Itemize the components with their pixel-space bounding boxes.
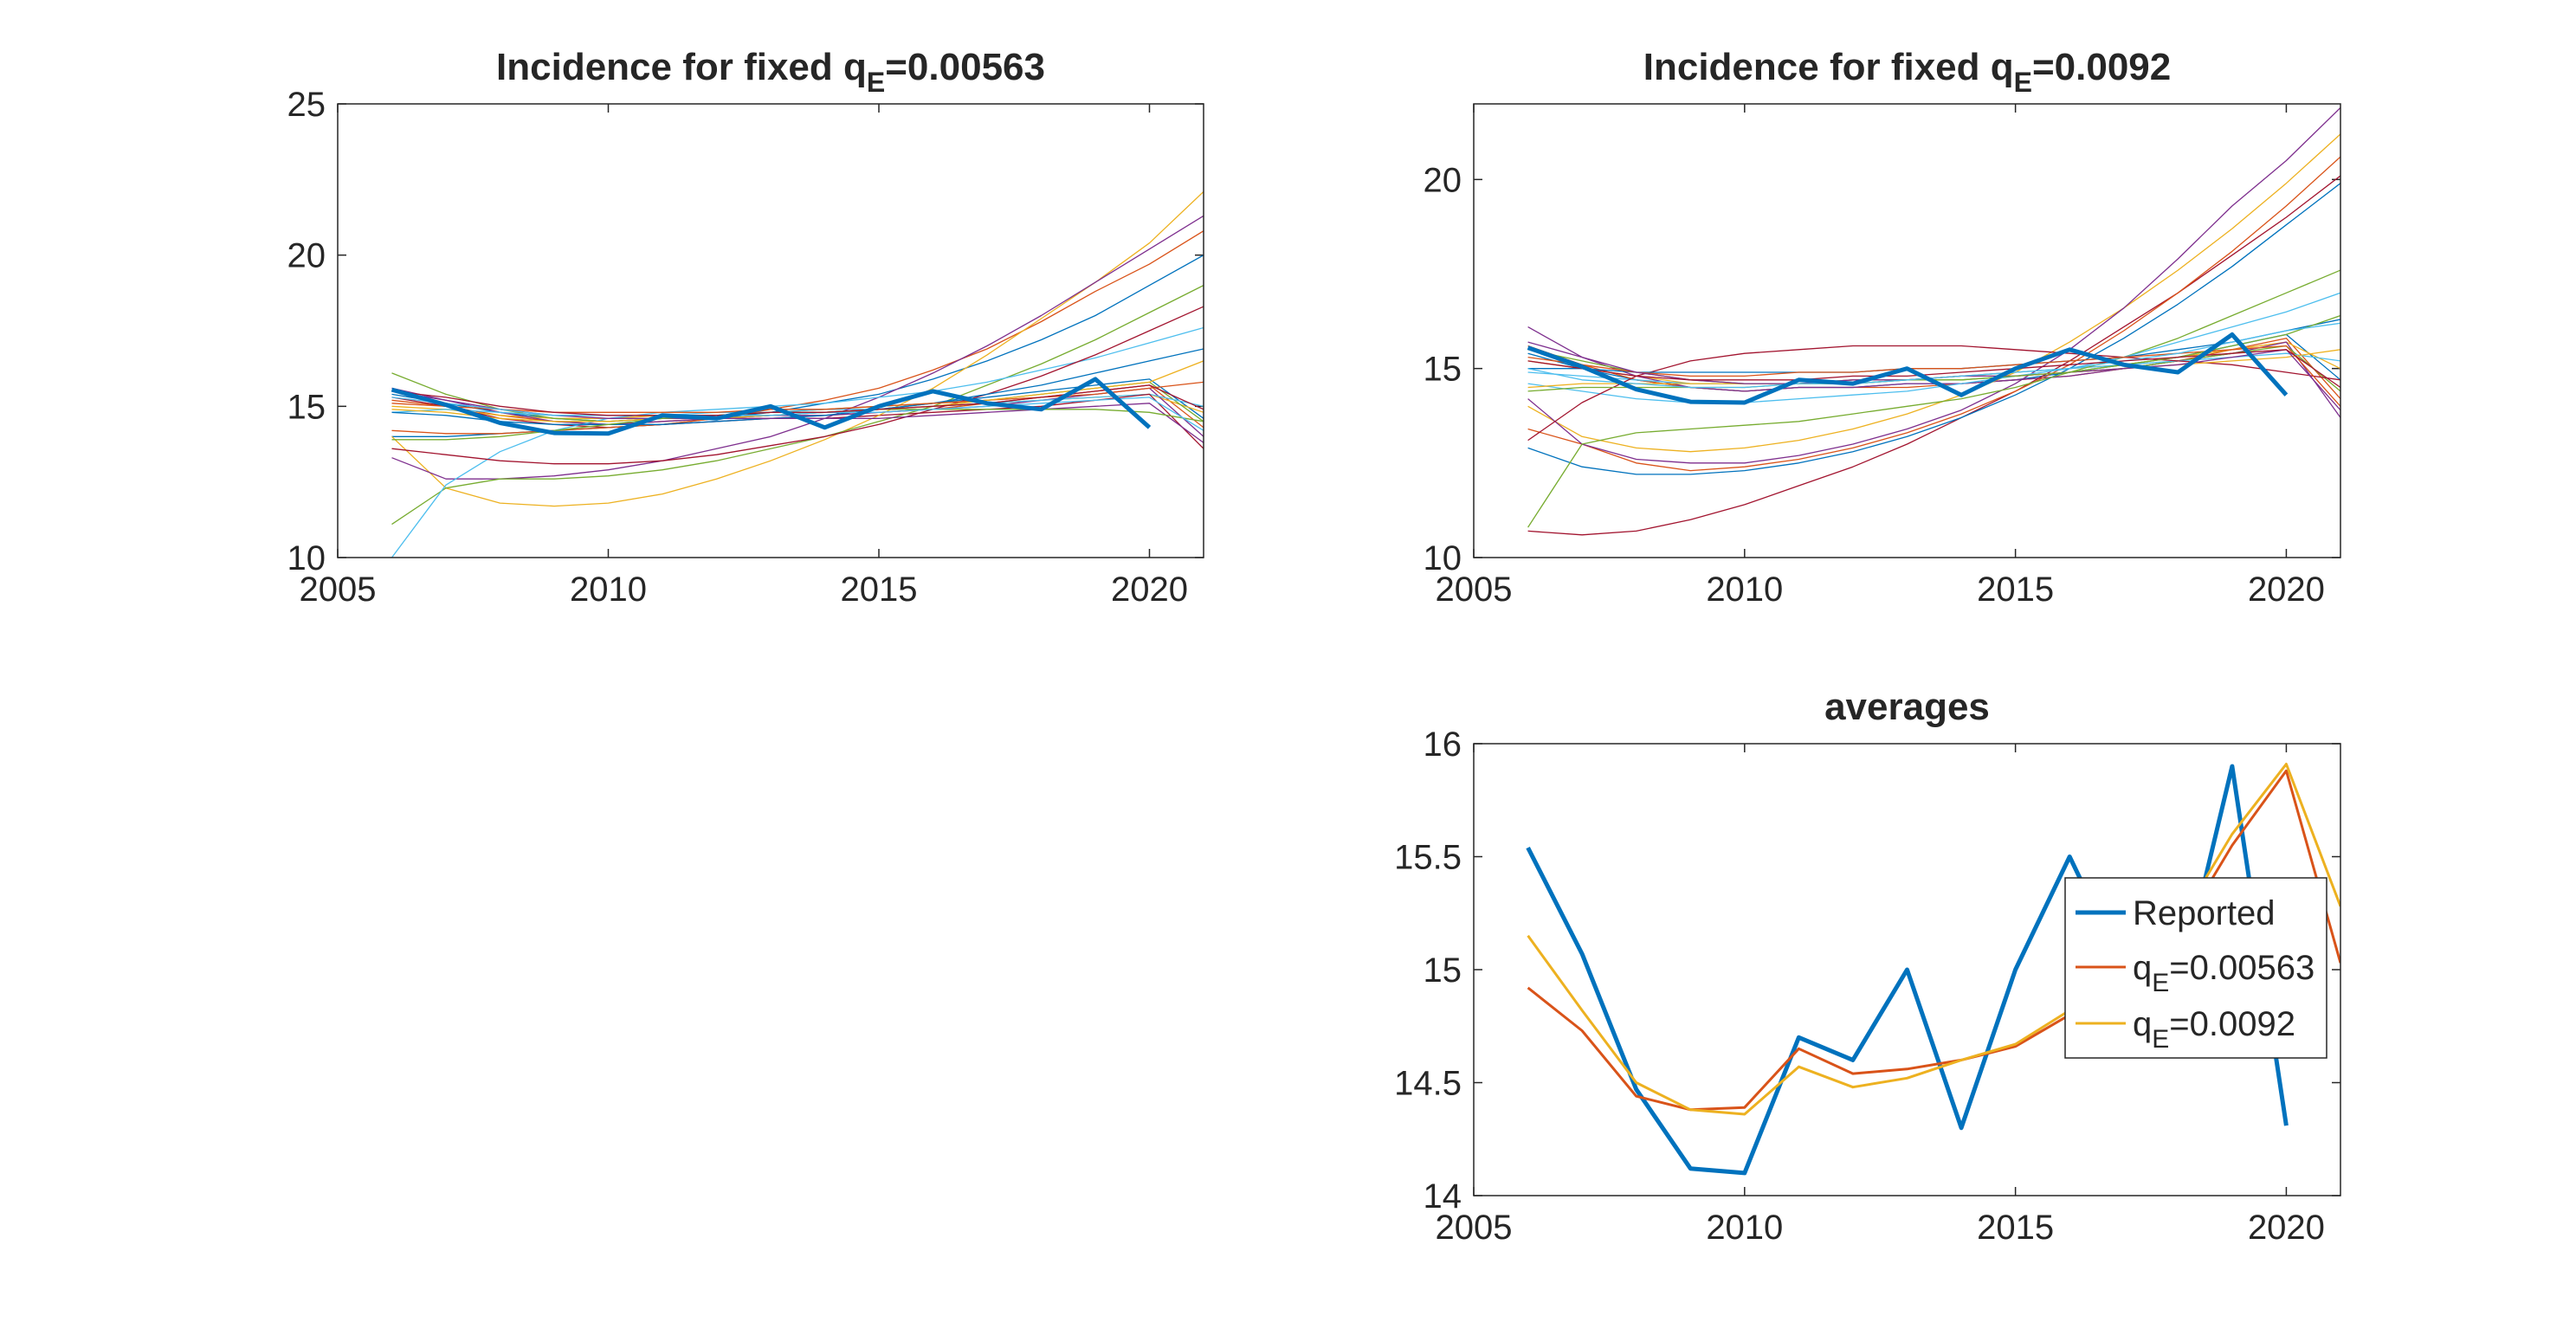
plot-area [1474,104,2340,558]
series-lines [391,190,1204,558]
x-tick-label: 2005 [1436,571,1513,609]
x-tick-label: 2005 [1436,1209,1513,1247]
y-tick-label: 15 [287,388,326,426]
y-tick-label: 16 [1424,726,1462,764]
x-tick-label: 2015 [1977,571,2054,609]
series-line [391,190,1204,507]
series-line [391,326,1204,558]
series-line [1527,106,2340,464]
x-tick-label: 2010 [570,571,647,609]
y-tick-label: 14 [1424,1177,1462,1216]
chart-title: Incidence for fixed qE=0.00563 [496,46,1045,98]
legend-label: qE=0.0092 [2133,1005,2295,1054]
x-tick-label: 2015 [1977,1209,2054,1247]
series-line [391,306,1204,465]
legend: Reported qE=0.00563 qE=0.0092 [2064,877,2327,1059]
series-line [1527,269,2340,528]
x-tick-label: 2010 [1706,571,1783,609]
x-tick-label: 2020 [2248,1209,2325,1247]
y-tick-label: 20 [1424,161,1462,199]
x-tick-label: 2020 [1111,571,1188,609]
y-tick-label: 10 [287,539,326,577]
series-line [391,397,1204,431]
series-line [391,393,1204,416]
plot-area [338,104,1204,558]
x-tick-label: 2015 [841,571,918,609]
series-line [1527,175,2340,536]
series-line [1527,183,2340,475]
chart-title: averages [1824,686,1990,728]
series-line [1527,292,2340,403]
reported-line [1527,332,2289,405]
x-tick-label: 2005 [300,571,377,609]
series-line [1527,133,2340,453]
chart-title: Incidence for fixed qE=0.0092 [1643,46,2172,98]
y-tick-label: 14.5 [1394,1065,1462,1103]
series-line [1527,156,2340,472]
legend-label: qE=0.00563 [2133,949,2315,997]
x-tick-label: 2020 [2248,571,2325,609]
axes: 2005 2010 2015 2020 10 15 20 25 [287,86,1204,609]
reported-line [391,377,1152,436]
series-lines [1527,106,2340,536]
y-tick-label: 15 [1424,351,1462,389]
plot-averages: 2005 2010 2015 2020 14 14.5 15 15.5 16 averages Re… [1394,686,2341,1247]
plot-incidence-q-0.0092: 2005 2010 2015 2020 10 15 20 Incidence for fixe… [1424,46,2341,609]
series-line [1527,322,2340,389]
axes-box [1473,743,2341,1196]
series-line [391,215,1204,480]
x-tick-label: 2010 [1706,1209,1783,1247]
axes-box [337,103,1204,558]
y-tick-label: 10 [1424,539,1462,577]
series-line [391,285,1204,526]
y-tick-label: 20 [287,237,326,275]
plot-incidence-q-0.00563: 2005 2010 2015 2020 10 15 20 25 Incidence for fi… [287,46,1204,609]
axes-box [1473,103,2341,558]
y-tick-label: 15 [1424,951,1462,990]
legend-label: Reported [2133,894,2276,932]
y-tick-label: 15.5 [1394,839,1462,877]
y-tick-label: 25 [287,86,326,124]
